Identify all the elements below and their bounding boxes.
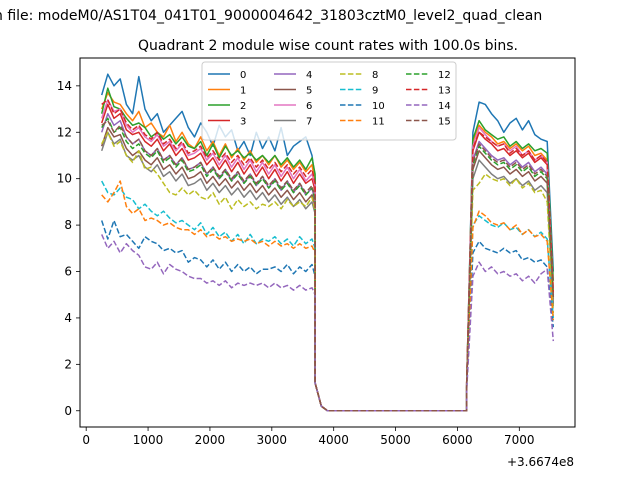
x-tick-label: 6000 — [442, 433, 473, 447]
series-line-15 — [101, 119, 555, 412]
legend-label-8: 8 — [372, 70, 378, 81]
legend-label-13: 13 — [438, 86, 451, 97]
y-tick-label: 6 — [64, 265, 72, 279]
legend-label-3: 3 — [240, 117, 246, 128]
legend-label-15: 15 — [438, 117, 451, 128]
legend-label-12: 12 — [438, 70, 451, 81]
legend-label-14: 14 — [438, 101, 451, 112]
legend-frame — [201, 61, 457, 141]
legend-label-11: 11 — [372, 117, 385, 128]
series-line-14 — [101, 234, 555, 412]
x-tick-label: 5000 — [380, 433, 411, 447]
series-line-13 — [101, 99, 555, 412]
x-tick-label: 1000 — [133, 433, 164, 447]
y-tick-label: 12 — [57, 125, 72, 139]
chart-title: Quadrant 2 module wise count rates with … — [138, 38, 518, 54]
x-axis: 0 1000 2000 3000 4000 5000 6000 7000 — [82, 427, 535, 447]
legend-label-7: 7 — [306, 117, 312, 128]
legend-label-5: 5 — [306, 86, 312, 97]
plot-area — [100, 73, 555, 412]
y-tick-label: 14 — [57, 79, 72, 93]
y-tick-label: 10 — [57, 172, 72, 186]
x-tick-label: 0 — [82, 433, 90, 447]
figure-suptitle: n file: modeM0/AS1T04_041T01_9000004642_… — [0, 8, 542, 24]
series-line-8 — [101, 131, 555, 412]
y-tick-label: 4 — [64, 311, 72, 325]
y-axis: 0 2 4 6 8 10 12 14 — [57, 79, 80, 418]
legend-label-1: 1 — [240, 86, 246, 97]
x-offset-label: +3.6674e8 — [507, 455, 574, 469]
legend-label-9: 9 — [372, 86, 378, 97]
y-tick-label: 2 — [64, 357, 72, 371]
y-tick-label: 8 — [64, 218, 72, 232]
x-tick-label: 3000 — [257, 433, 288, 447]
x-tick-label: 4000 — [318, 433, 349, 447]
y-tick-label: 0 — [64, 404, 72, 418]
legend-label-4: 4 — [306, 70, 312, 81]
legend-label-0: 0 — [240, 70, 246, 81]
x-tick-label: 2000 — [195, 433, 226, 447]
axes-frame — [79, 57, 576, 428]
legend-label-2: 2 — [240, 101, 246, 112]
legend-label-6: 6 — [306, 101, 312, 112]
x-tick-label: 7000 — [504, 433, 535, 447]
legend-label-10: 10 — [372, 101, 385, 112]
